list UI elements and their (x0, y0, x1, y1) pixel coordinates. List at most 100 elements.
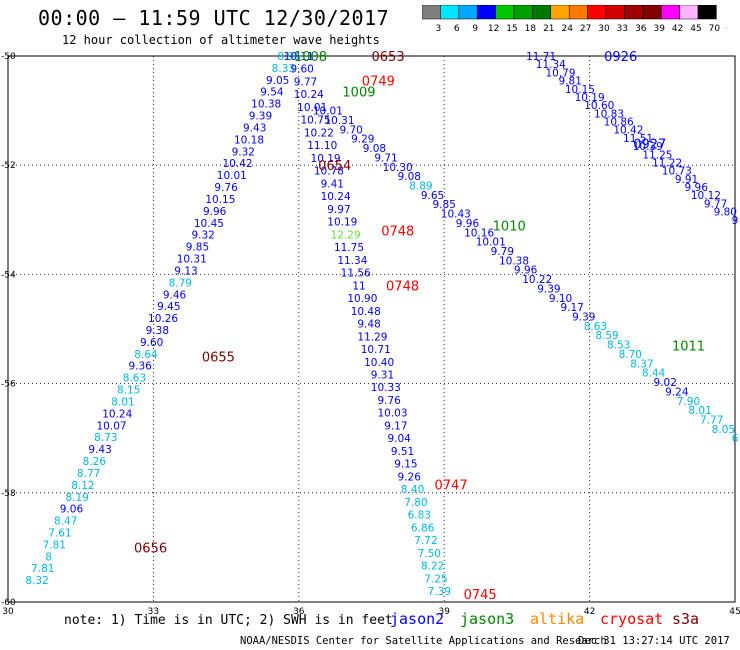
wave-height-point: 7.61 (48, 528, 71, 540)
wave-height-point: 9.41 (321, 178, 344, 190)
wave-height-point: 10.01 (297, 102, 327, 114)
wave-height-point: 10.30 (383, 162, 413, 174)
wave-height-point: 10.18 (234, 134, 264, 146)
credit-line: NOAA/NESDIS Center for Satellite Applica… (240, 635, 607, 647)
wave-height-point: 9.02 (654, 377, 677, 389)
wave-height-point: 9.05 (266, 75, 289, 87)
wave-height-point: 8.12 (71, 480, 94, 492)
colorbar-label: 6 (454, 24, 460, 33)
y-tick-label: -52 (1, 161, 16, 171)
wave-height-point: 8.40 (401, 484, 424, 496)
wave-height-point: 6.86 (411, 522, 435, 534)
wave-height-point: 10.79 (545, 67, 575, 79)
wave-height-point: 8.01 (688, 405, 711, 417)
wave-height-point: 8.15 (117, 385, 140, 397)
wave-height-point: 9.76 (214, 182, 238, 194)
wave-height-point: 9.36 (128, 361, 152, 373)
wave-height-point: 8.53 (607, 340, 630, 352)
wave-height-point: 9.38 (146, 325, 169, 337)
wave-height-point: 9.15 (394, 459, 417, 471)
x-tick-label: 33 (148, 607, 159, 617)
wave-height-point: 7.39 (428, 586, 451, 598)
pass-time-label: 1008 (294, 50, 327, 65)
wave-height-point: 10.48 (351, 306, 381, 318)
wave-height-point: 8.32 (25, 575, 48, 587)
pass-time-label: 0927 (633, 137, 666, 152)
wave-height-point: 10.40 (364, 357, 394, 369)
wave-height-point: 9.13 (174, 265, 197, 277)
wave-height-point: 10.42 (223, 158, 253, 170)
wave-height-point: 10.19 (311, 153, 341, 165)
wave-height-point: 11 (352, 280, 365, 292)
wave-height-point: 8.19 (65, 492, 88, 504)
y-tick-label: -56 (1, 380, 16, 390)
colorbar-label: 27 (580, 24, 591, 33)
wave-height-point: 8.01 (111, 396, 134, 408)
pass-time-label: 1009 (342, 85, 375, 100)
wave-height-point: 9.32 (232, 146, 255, 158)
wave-height-point: 10.12 (691, 190, 721, 202)
wave-height-point: 7.80 (404, 497, 427, 509)
wave-height-point: 9.60 (290, 64, 313, 76)
wave-height-point: 9.17 (560, 302, 583, 314)
colorbar-label: 15 (506, 24, 517, 33)
wave-height-point: 9.08 (398, 171, 421, 183)
wave-height-point: 11.51 (623, 133, 653, 145)
colorbar-label: 24 (561, 24, 573, 33)
wave-height-point: 9.81 (559, 76, 582, 88)
wave-height-point: 7.81 (31, 563, 54, 575)
wave-height-point: 9.04 (387, 433, 411, 445)
wave-height-point: 9.10 (549, 293, 572, 305)
wave-height-point: 8.26 (83, 456, 107, 468)
colorbar-label: 12 (488, 24, 499, 33)
wave-height-point: 6 (732, 433, 739, 445)
wave-height-point: 9.97 (327, 204, 350, 216)
wave-height-point: 10.01 (217, 170, 247, 182)
wave-height-point: 10.19 (327, 217, 357, 229)
wave-height-point: 9 (732, 215, 739, 227)
wave-height-point: 10.19 (575, 92, 605, 104)
wave-height-point: 10.43 (441, 209, 471, 221)
pass-time-label: 0654 (318, 159, 351, 174)
wave-height-point: 11.34 (337, 255, 367, 267)
colorbar-label: 45 (690, 24, 701, 33)
wave-height-point: 9.71 (374, 152, 397, 164)
wave-height-point: 8.37 (630, 358, 653, 370)
wave-height-point: 9.43 (88, 444, 111, 456)
wave-height-point: 9.06 (60, 504, 84, 516)
wave-height-point: 8.05 (712, 424, 735, 436)
wave-height-point: 8.64 (134, 349, 158, 361)
wave-height-point: 9.65 (421, 190, 444, 202)
wave-height-point: 10.15 (565, 84, 595, 96)
wave-height-point: 10.39 (633, 141, 663, 153)
pass-time-label: 0656 (134, 541, 167, 556)
footer-note: note: 1) Time is in UTC; 2) SWH is in fe… (64, 613, 393, 628)
wave-height-point: 9.80 (714, 207, 737, 219)
wave-height-point: 11.25 (642, 149, 672, 161)
wave-height-point: 8.63 (123, 373, 146, 385)
wave-height-point: 9.17 (384, 420, 407, 432)
wave-height-point: 10.86 (604, 117, 634, 129)
wave-height-point: 10.24 (102, 408, 132, 420)
wave-height-point: 9.39 (572, 312, 595, 324)
wave-height-point: 10.71 (361, 344, 391, 356)
wave-height-point: 9.26 (398, 471, 422, 483)
wave-height-point: 9.32 (191, 230, 214, 242)
wave-height-point: 8.59 (595, 330, 618, 342)
wave-height-point: 6.83 (408, 510, 431, 522)
colorbar-label: 39 (653, 24, 665, 33)
wave-height-point: 8.33 (272, 63, 295, 75)
colorbar-label: (ft) (726, 24, 727, 33)
wave-height-point: 10.16 (464, 227, 494, 239)
wave-height-point: 9.96 (685, 182, 709, 194)
x-tick-label: 30 (2, 607, 14, 617)
wave-height-point: 11.75 (334, 242, 364, 254)
wave-height-point: 9.31 (371, 370, 394, 382)
wave-height-point: 9.96 (456, 218, 480, 230)
pass-time-label: 0655 (202, 350, 235, 365)
wave-height-point: 12.29 (331, 229, 361, 241)
wave-height-point: 7.81 (43, 539, 66, 551)
wave-height-point: 8.73 (94, 432, 117, 444)
